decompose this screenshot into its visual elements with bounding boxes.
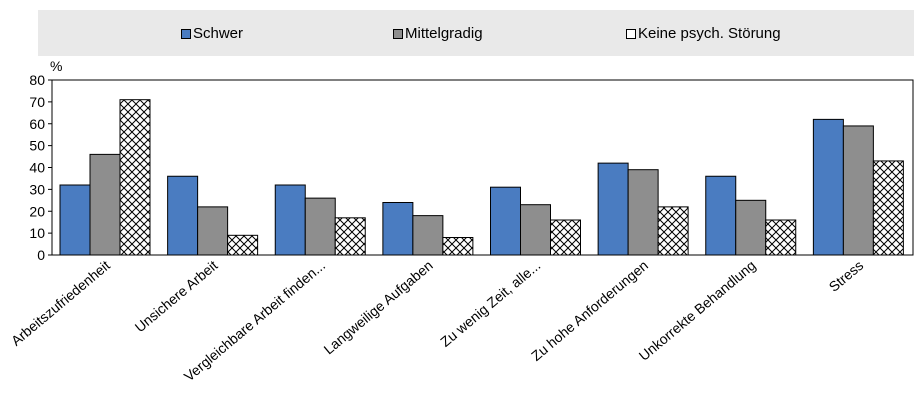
x-tick-label: Unkorrekte Behandlung: [636, 257, 759, 364]
legend-item-keine: Keine psych. Störung: [626, 25, 781, 42]
bar-keine-psych-störung-1: [227, 234, 259, 256]
x-tick-label: Unsichere Arbeit: [132, 257, 221, 335]
bar-schwer-3: [382, 202, 414, 256]
legend: Schwer Mittelgradig Keine psych. Störung: [38, 10, 914, 56]
bar-keine-psych-störung-5: [657, 206, 689, 256]
bar-schwer-1: [167, 175, 199, 256]
bar-keine-psych-störung-4: [550, 219, 581, 256]
legend-label-keine: Keine psych. Störung: [638, 25, 781, 42]
y-tick-label: 0: [37, 247, 45, 263]
legend-item-mittelgradig: Mittelgradig: [393, 25, 483, 42]
bar-mittelgradig-2: [304, 197, 336, 256]
bar-keine-psych-störung-0: [119, 99, 151, 256]
bar-mittelgradig-3: [412, 215, 444, 256]
y-tick-label: 40: [29, 160, 45, 176]
bar-keine-psych-störung-3: [442, 237, 474, 256]
y-tick-label: 20: [29, 203, 45, 219]
x-tick-label: Langweilige Aufgaben: [321, 257, 436, 357]
bar-schwer-7: [812, 118, 844, 256]
x-tick-label: Stress: [826, 257, 867, 295]
y-axis-label: %: [50, 58, 62, 74]
y-tick-label: 70: [29, 94, 45, 110]
bar-schwer-0: [59, 184, 91, 256]
bar-schwer-4: [490, 186, 521, 256]
bar-keine-psych-störung-7: [872, 160, 904, 256]
bar-mittelgradig-0: [89, 153, 121, 256]
bar-mittelgradig-5: [627, 169, 659, 256]
legend-swatch-keine: [626, 28, 636, 39]
bar-mittelgradig-6: [735, 199, 767, 256]
bar-mittelgradig-1: [197, 206, 229, 256]
x-tick-label: Zu hohe Anforderungen: [528, 257, 651, 364]
bar-mittelgradig-4: [520, 204, 551, 256]
y-tick-label: 80: [29, 72, 45, 88]
bar-schwer-2: [274, 184, 306, 256]
y-tick-label: 50: [29, 138, 45, 154]
x-tick-label: Zu wenig Zeit, alle...: [437, 257, 543, 350]
x-tick-label: Arbeitszufriedenheit: [8, 257, 113, 349]
bar-schwer-5: [597, 162, 629, 256]
y-tick-label: 30: [29, 181, 45, 197]
plot-area: 0 10 20 30 40 50 60 70 80 Arbeitszufriedenheit Uns…: [8, 72, 914, 384]
bar-keine-psych-störung-2: [334, 217, 366, 256]
bar-mittelgradig-7: [842, 125, 874, 256]
legend-label-schwer: Schwer: [193, 25, 244, 42]
legend-label-mittelgradig: Mittelgradig: [405, 25, 483, 42]
y-tick-label: 10: [29, 225, 45, 241]
legend-swatch-schwer: [181, 28, 191, 39]
legend-item-schwer: Schwer: [181, 25, 243, 42]
bar-keine-psych-störung-6: [765, 219, 797, 256]
legend-swatch-mittelgradig: [393, 28, 403, 39]
y-tick-label: 60: [29, 116, 45, 132]
bar-schwer-6: [705, 175, 737, 256]
